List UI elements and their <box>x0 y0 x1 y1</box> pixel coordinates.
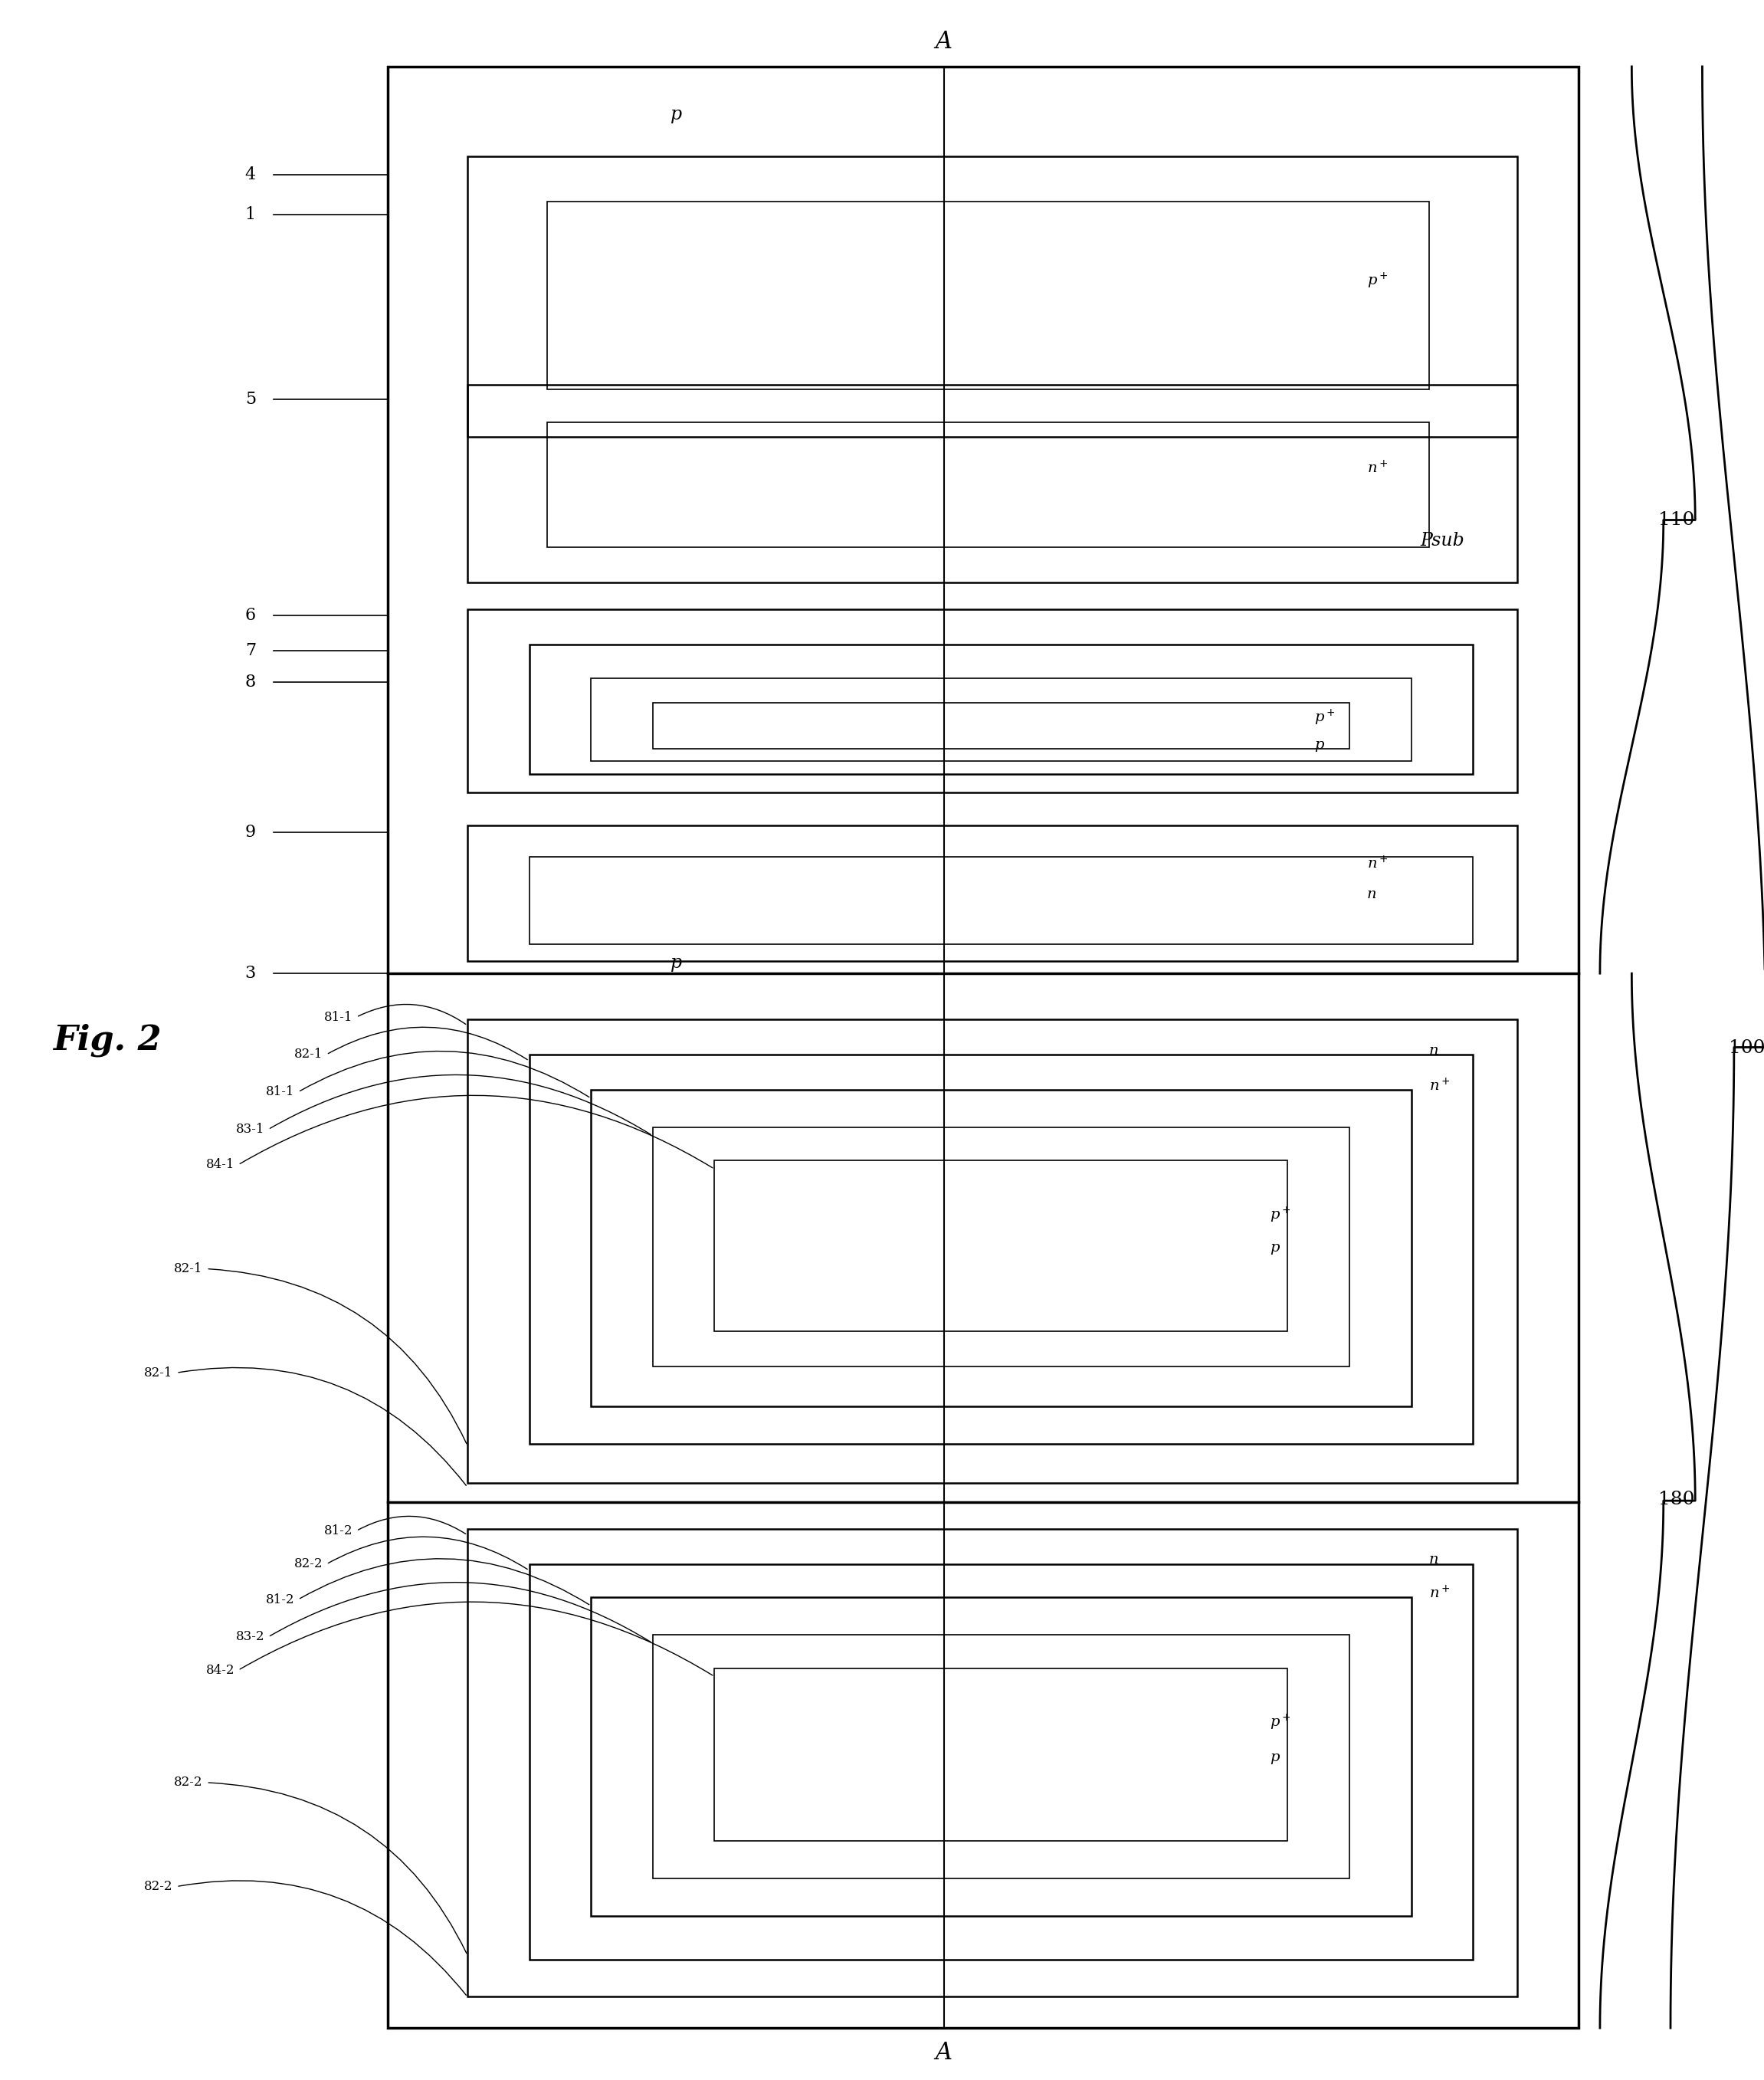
Text: 3: 3 <box>245 965 256 982</box>
Bar <box>529 857 1473 944</box>
Text: A: A <box>935 29 953 54</box>
Text: 82-2: 82-2 <box>145 1880 173 1893</box>
Text: p: p <box>670 106 683 123</box>
Text: n: n <box>1429 1044 1438 1057</box>
Text: 180: 180 <box>1658 1491 1695 1508</box>
Text: 8: 8 <box>245 674 256 691</box>
Text: A: A <box>935 2040 953 2065</box>
Text: p: p <box>1314 738 1323 751</box>
Bar <box>714 1161 1288 1331</box>
Text: 9: 9 <box>245 824 256 840</box>
Text: 82-1: 82-1 <box>295 1048 323 1061</box>
Bar <box>467 1019 1517 1483</box>
Text: 4: 4 <box>245 166 256 183</box>
Text: p$^+$: p$^+$ <box>1367 270 1388 291</box>
Bar <box>467 385 1517 582</box>
Text: n$^+$: n$^+$ <box>1429 1077 1450 1094</box>
Bar <box>547 202 1429 389</box>
Bar <box>591 678 1411 761</box>
Text: 81-1: 81-1 <box>325 1011 353 1023</box>
Text: 81-1: 81-1 <box>266 1086 295 1098</box>
Text: p: p <box>1270 1242 1279 1254</box>
Bar <box>653 703 1349 749</box>
Text: n$^+$: n$^+$ <box>1367 460 1388 476</box>
Bar <box>388 67 1579 2028</box>
Text: n$^+$: n$^+$ <box>1367 855 1388 872</box>
Text: 83-2: 83-2 <box>236 1631 265 1643</box>
Text: 5: 5 <box>245 391 256 408</box>
Text: 100: 100 <box>1729 1040 1764 1057</box>
Text: 81-2: 81-2 <box>325 1525 353 1537</box>
Text: 82-2: 82-2 <box>175 1776 203 1789</box>
Bar <box>653 1127 1349 1367</box>
Text: Fig. 2: Fig. 2 <box>53 1023 162 1057</box>
Bar <box>529 645 1473 774</box>
Bar <box>547 422 1429 547</box>
Text: p: p <box>1270 1751 1279 1764</box>
Bar <box>467 156 1517 437</box>
Text: p$^+$: p$^+$ <box>1270 1204 1291 1225</box>
Text: 82-1: 82-1 <box>145 1367 173 1379</box>
Bar <box>467 1529 1517 1997</box>
Text: Psub: Psub <box>1420 532 1464 549</box>
Text: n: n <box>1367 888 1376 901</box>
Text: n: n <box>1429 1554 1438 1566</box>
Text: 110: 110 <box>1658 512 1695 528</box>
Bar <box>591 1090 1411 1406</box>
Text: 81-2: 81-2 <box>266 1593 295 1606</box>
Text: 84-1: 84-1 <box>206 1159 235 1171</box>
Text: 82-2: 82-2 <box>295 1558 323 1570</box>
Bar <box>714 1668 1288 1841</box>
Bar <box>529 1564 1473 1959</box>
Text: p$^+$: p$^+$ <box>1314 707 1335 728</box>
Text: p$^+$: p$^+$ <box>1270 1712 1291 1733</box>
Text: 6: 6 <box>245 607 256 624</box>
Text: p: p <box>670 955 683 971</box>
Text: 84-2: 84-2 <box>206 1664 235 1676</box>
Bar <box>467 826 1517 961</box>
Text: 82-1: 82-1 <box>175 1263 203 1275</box>
Bar <box>467 609 1517 792</box>
Text: 7: 7 <box>245 643 256 659</box>
Bar <box>529 1055 1473 1444</box>
Text: 1: 1 <box>245 206 256 223</box>
Bar <box>591 1597 1411 1916</box>
Text: n$^+$: n$^+$ <box>1429 1585 1450 1602</box>
Text: 83-1: 83-1 <box>236 1123 265 1136</box>
Bar <box>653 1635 1349 1878</box>
